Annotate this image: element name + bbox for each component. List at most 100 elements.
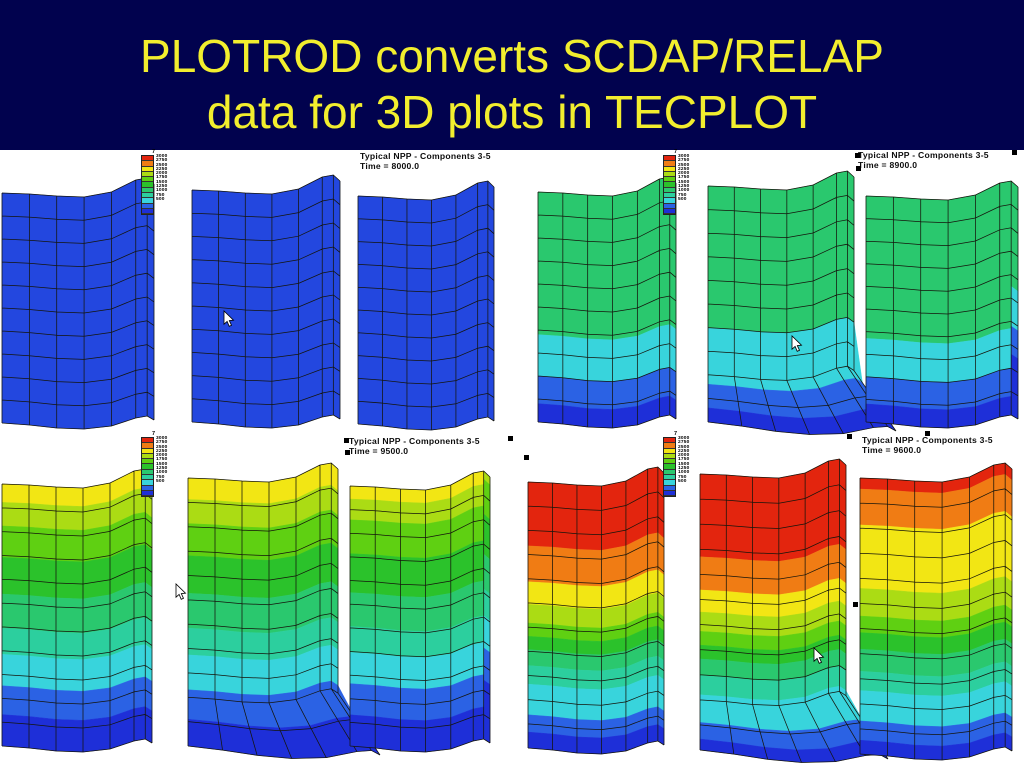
contour-band <box>601 545 627 587</box>
contour-band <box>331 617 339 651</box>
contour-band <box>562 192 588 340</box>
contour-band <box>726 676 753 700</box>
contour-band <box>859 648 888 674</box>
contour-band <box>1010 180 1019 292</box>
contour-band <box>487 180 495 422</box>
contour-band <box>55 560 84 600</box>
contour-band <box>612 335 638 382</box>
contour-band <box>1 525 30 559</box>
contour-band <box>778 556 806 595</box>
contour-band <box>752 560 780 595</box>
contour-band <box>527 604 553 625</box>
contour-band <box>999 328 1012 371</box>
contour-band <box>752 635 780 651</box>
contour-band <box>349 626 376 655</box>
contour-band <box>473 505 484 543</box>
contour-band <box>400 556 426 598</box>
contour-band <box>133 468 146 491</box>
contour-band <box>914 480 943 494</box>
contour-band <box>375 593 401 631</box>
contour-band <box>778 472 806 562</box>
contour-band <box>537 403 564 425</box>
contour-band <box>133 487 146 515</box>
contour-band <box>576 626 602 642</box>
contour-band <box>298 176 323 426</box>
contour-band <box>28 503 57 530</box>
mesh-grid-lines <box>859 462 1013 761</box>
contour-band <box>82 687 111 721</box>
slide-title-line2: data for 3D plots in TECPLOT <box>206 86 818 138</box>
contour-band <box>133 644 146 680</box>
contour-band <box>947 406 976 429</box>
contour-band <box>993 661 1006 684</box>
contour-band <box>331 644 339 686</box>
contour-band <box>647 466 659 536</box>
contour-band <box>887 489 915 529</box>
contour-band <box>349 714 376 749</box>
contour-band <box>726 591 753 617</box>
contour-band <box>669 324 677 373</box>
contour-band <box>887 650 915 676</box>
contour-band <box>752 615 780 637</box>
contour-band <box>400 488 426 504</box>
contour-band <box>828 634 840 652</box>
contour-band <box>859 632 888 651</box>
contour-band <box>587 194 613 341</box>
contour-band <box>55 719 84 753</box>
contour-band <box>111 179 136 427</box>
contour-band <box>145 581 153 623</box>
contour-band <box>839 543 847 584</box>
contour-band <box>145 511 153 551</box>
contour-band <box>993 621 1006 642</box>
contour-band <box>187 555 216 595</box>
contour-band <box>473 706 484 742</box>
contour-band <box>587 380 613 410</box>
contour-band <box>241 480 270 504</box>
contour-band <box>647 592 659 615</box>
contour-band <box>146 177 155 421</box>
contour-band <box>726 646 753 664</box>
contour-band <box>659 324 670 370</box>
contour-band <box>947 194 976 344</box>
contour-band <box>828 458 840 547</box>
contour-band <box>859 524 888 591</box>
contour-band <box>400 719 426 753</box>
contour-band <box>473 615 484 645</box>
contour-band <box>28 526 57 562</box>
contour-band <box>133 511 146 547</box>
contour-band <box>778 677 806 701</box>
contour-band <box>947 378 976 410</box>
mouse-cursor-icon <box>223 310 235 327</box>
contour-band <box>82 594 111 634</box>
contour-band <box>425 717 451 753</box>
contour-band <box>587 338 613 382</box>
contour-band <box>562 335 588 381</box>
contour-band <box>941 672 970 697</box>
contour-band <box>83 191 112 430</box>
contour-band <box>576 640 602 656</box>
contour-band <box>893 378 921 409</box>
contour-band <box>552 482 578 550</box>
contour-band <box>55 529 84 563</box>
contour-band <box>752 679 780 701</box>
contour-band <box>473 470 484 487</box>
contour-band <box>993 576 1006 608</box>
contour-band <box>271 188 299 429</box>
contour-band <box>214 594 243 633</box>
contour-band <box>527 581 553 607</box>
contour-band <box>726 474 753 561</box>
contour-band <box>859 615 888 635</box>
contour-band <box>647 611 659 629</box>
mesh-grid-lines <box>357 180 495 431</box>
mesh-grid-lines <box>699 458 889 763</box>
rod-mesh-12 <box>859 462 1013 761</box>
contour-band <box>1 483 30 504</box>
contour-band <box>82 716 111 753</box>
contour-band <box>349 652 376 686</box>
contour-band <box>145 644 153 682</box>
rod-mesh-1 <box>1 177 155 430</box>
rod-mesh-2 <box>191 174 341 429</box>
contour-band <box>527 481 553 548</box>
contour-band <box>752 649 780 665</box>
contour-band <box>699 589 727 614</box>
